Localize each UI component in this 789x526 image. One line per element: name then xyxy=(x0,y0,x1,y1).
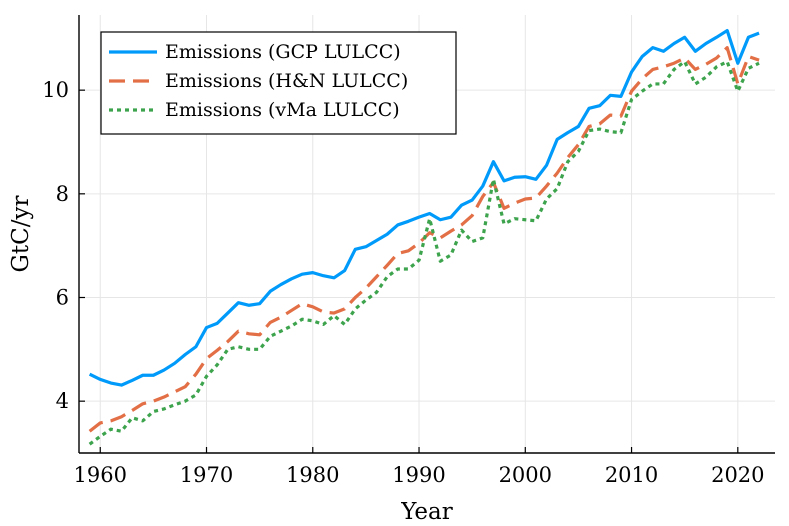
legend-label-1: Emissions (GCP LULCC) xyxy=(165,41,401,63)
x-tick-label: 1980 xyxy=(286,463,339,487)
legend-box xyxy=(100,31,457,135)
y-tick-label: 8 xyxy=(56,182,69,206)
y-tick-label: 6 xyxy=(56,285,69,309)
y-axis-label: GtC/yr xyxy=(8,196,34,273)
y-tick-label: 10 xyxy=(42,78,69,102)
x-tick-label: 1990 xyxy=(392,463,445,487)
x-axis-label: Year xyxy=(400,499,453,525)
x-tick-label: 1970 xyxy=(180,463,233,487)
legend: Emissions (GCP LULCC) Emissions (H&N LULC… xyxy=(100,31,457,135)
series-lines xyxy=(88,28,760,446)
legend-label-3: Emissions (vMa LULCC) xyxy=(165,99,400,121)
y-tick-label: 4 xyxy=(56,389,69,413)
axes xyxy=(78,15,775,454)
x-tick-label: 2000 xyxy=(499,463,552,487)
ticks: 1960 1970 1980 1990 2000 2010 2020 4 6 8 10 xyxy=(42,78,764,487)
x-tick-label: 2020 xyxy=(711,463,764,487)
series-line-1 xyxy=(88,28,760,387)
x-tick-label: 1960 xyxy=(74,463,127,487)
legend-label-2: Emissions (H&N LULCC) xyxy=(165,70,408,92)
x-tick-label: 2010 xyxy=(605,463,658,487)
